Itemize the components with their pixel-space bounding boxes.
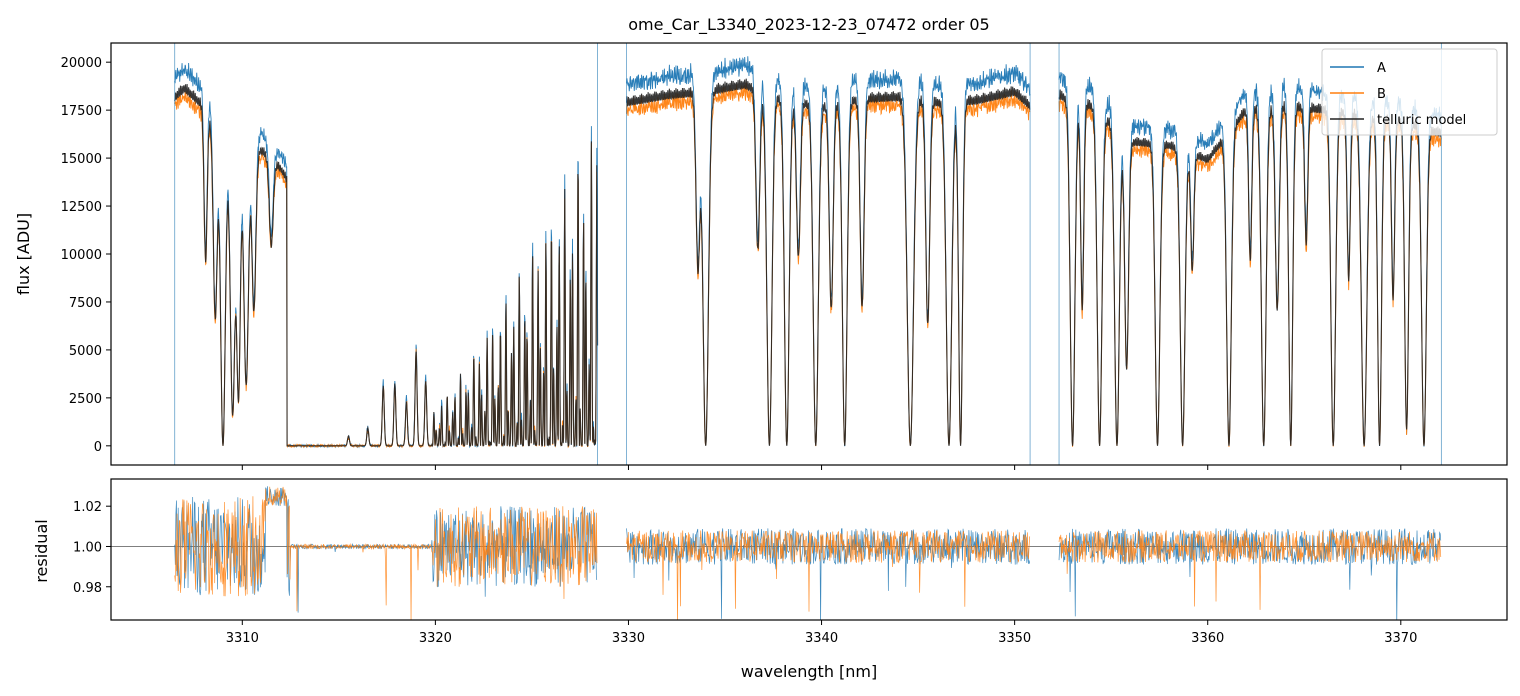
flux-y-tick-label: 10000 bbox=[61, 248, 102, 263]
flux-series-telluric-model bbox=[174, 78, 1442, 448]
residual-series-group bbox=[111, 486, 1507, 620]
residual-axes-frame bbox=[110, 478, 1508, 621]
chart-title: ome_Car_L3340_2023-12-23_07472 order 05 bbox=[628, 15, 989, 35]
flux-line-telluric-model-seg1 bbox=[625, 78, 1031, 446]
residual-y-tick-label: 1.02 bbox=[73, 500, 102, 515]
x-tick-label: 3320 bbox=[419, 631, 452, 646]
residual-y-tick-label: 1.00 bbox=[73, 540, 102, 555]
flux-y-tick-label: 15000 bbox=[61, 152, 102, 167]
residual-series-b bbox=[174, 486, 1442, 620]
legend-label: A bbox=[1377, 61, 1386, 76]
flux-y-tick-label: 0 bbox=[94, 440, 102, 455]
flux-y-tick-label: 17500 bbox=[61, 104, 102, 119]
x-tick-label: 3310 bbox=[226, 631, 259, 646]
flux-y-tick-label: 20000 bbox=[61, 56, 102, 71]
x-axis-label: wavelength [nm] bbox=[741, 662, 878, 681]
residual-y-ticks: 0.98 1.00 1.02 bbox=[73, 500, 111, 596]
flux-series-group bbox=[174, 43, 1442, 465]
x-tick-label: 3360 bbox=[1191, 631, 1224, 646]
flux-line-telluric-model-seg2 bbox=[1058, 89, 1442, 446]
residual-line-b-seg0 bbox=[174, 486, 598, 620]
x-tick-label: 3330 bbox=[612, 631, 645, 646]
flux-y-tick-label: 7500 bbox=[69, 296, 102, 311]
flux-y-ticks: 0 2500 5000 7500 10000 12500 15000 17500 20000 bbox=[61, 56, 111, 455]
flux-y-tick-label: 5000 bbox=[69, 344, 102, 359]
residual-line-b-seg1 bbox=[626, 530, 1031, 620]
residual-panel: 0.98 1.00 1.02 3310 3320 3330 3340 3350 3360 337… bbox=[32, 478, 1508, 681]
legend-label: telluric model bbox=[1377, 113, 1466, 128]
x-tick-label: 3350 bbox=[998, 631, 1031, 646]
flux-y-tick-label: 12500 bbox=[61, 200, 102, 215]
flux-x-ticks bbox=[241, 465, 1402, 470]
flux-y-tick-label: 2500 bbox=[69, 392, 102, 407]
residual-y-axis-label: residual bbox=[32, 519, 51, 582]
residual-x-ticks: 3310 3320 3330 3340 3350 3360 3370 bbox=[226, 620, 1417, 646]
flux-panel: 0 2500 5000 7500 10000 12500 15000 17500 20000 f… bbox=[14, 42, 1508, 470]
flux-line-telluric-model-seg0 bbox=[174, 83, 599, 448]
residual-y-tick-label: 0.98 bbox=[73, 581, 102, 596]
x-tick-label: 3370 bbox=[1384, 631, 1417, 646]
flux-y-axis-label: flux [ADU] bbox=[14, 213, 33, 295]
legend-box bbox=[1321, 48, 1498, 136]
legend-label: B bbox=[1377, 87, 1386, 102]
residual-line-b-seg2 bbox=[1058, 530, 1442, 610]
x-tick-label: 3340 bbox=[805, 631, 838, 646]
